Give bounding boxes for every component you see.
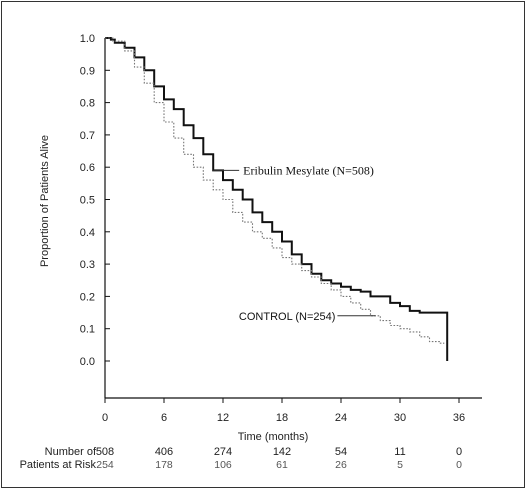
y-tick-label: 0.1 bbox=[80, 324, 95, 336]
annotation-group: Eribulin Mesylate (N=508) CONTROL (N=254) bbox=[213, 163, 376, 323]
risk-count-eribulin: 274 bbox=[214, 446, 232, 458]
risk-label-line2: Patients at Risk bbox=[20, 459, 97, 471]
x-tick-label: 0 bbox=[102, 412, 108, 424]
series-group bbox=[105, 37, 449, 361]
y-tick-label: 0.0 bbox=[80, 356, 95, 368]
risk-count-eribulin: 11 bbox=[394, 446, 405, 458]
series-line-eribulin bbox=[105, 37, 449, 361]
risk-count-control: 106 bbox=[214, 459, 232, 471]
x-tick-label: 30 bbox=[394, 412, 406, 424]
y-tick-label: 0.8 bbox=[80, 98, 95, 110]
x-tick-label: 6 bbox=[161, 412, 167, 424]
y-tick-label: 0.3 bbox=[80, 259, 95, 271]
x-tick-label: 18 bbox=[276, 412, 288, 424]
y-tick-label: 0.7 bbox=[80, 130, 95, 142]
risk-count-control: 0 bbox=[456, 459, 462, 471]
risk-count-control: 61 bbox=[276, 459, 288, 471]
y-axis-title: Proportion of Patients Alive bbox=[39, 135, 51, 267]
risk-count-control: 178 bbox=[155, 459, 173, 471]
risk-count-control: 5 bbox=[397, 459, 403, 471]
y-tick-label: 0.5 bbox=[80, 195, 95, 207]
risk-count-control: 254 bbox=[96, 459, 114, 471]
y-tick-label: 0.4 bbox=[80, 227, 95, 239]
risk-count-eribulin: 54 bbox=[335, 446, 347, 458]
risk-count-control: 26 bbox=[335, 459, 347, 471]
x-axis-title: Time (months) bbox=[238, 431, 309, 443]
risk-count-eribulin: 142 bbox=[273, 446, 291, 458]
annotation-eribulin: Eribulin Mesylate (N=508) bbox=[243, 163, 374, 177]
x-tick-label: 12 bbox=[217, 412, 229, 424]
x-tick-label: 24 bbox=[335, 412, 347, 424]
y-ticks-group: 0.0 0.1 0.2 0.3 0.4 0.5 0.6 0.7 0.8 0.9 1.0 bbox=[80, 33, 110, 368]
x-ticks-group: 0 6 12 18 24 30 36 bbox=[102, 398, 465, 424]
y-tick-label: 1.0 bbox=[80, 33, 95, 45]
risk-label-line1: Number of bbox=[45, 446, 97, 458]
y-tick-label: 0.2 bbox=[80, 291, 95, 303]
risk-count-eribulin: 406 bbox=[155, 446, 173, 458]
y-tick-label: 0.9 bbox=[80, 65, 95, 77]
risk-count-eribulin: 508 bbox=[96, 446, 114, 458]
risk-count-eribulin: 0 bbox=[456, 446, 462, 458]
series-line-control bbox=[105, 37, 445, 344]
annotation-control: CONTROL (N=254) bbox=[239, 311, 335, 323]
x-tick-label: 36 bbox=[453, 412, 465, 424]
y-tick-label: 0.6 bbox=[80, 162, 95, 174]
